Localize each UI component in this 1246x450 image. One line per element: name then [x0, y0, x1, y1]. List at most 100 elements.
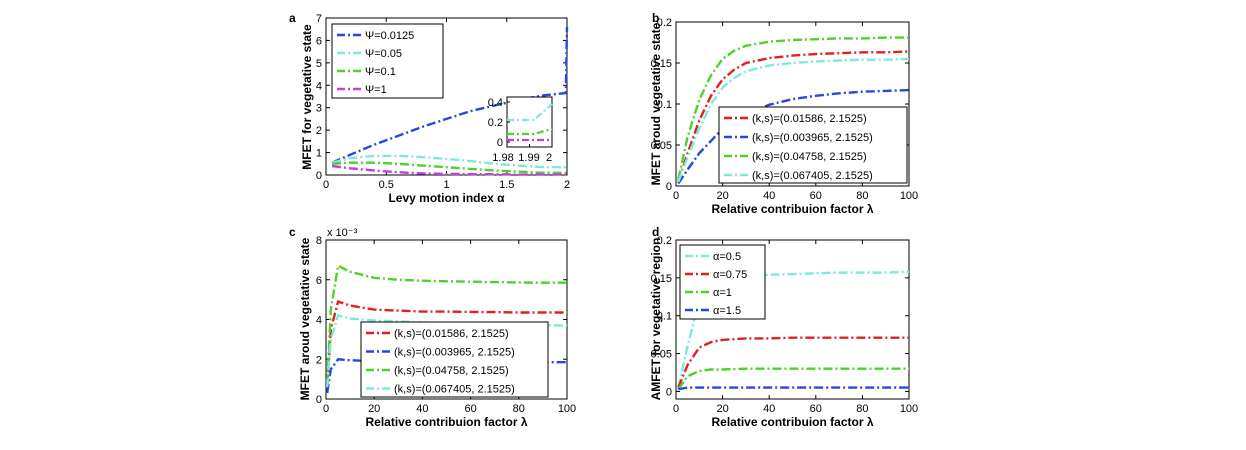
y-tick-label: 6	[316, 275, 322, 287]
y-axis-label: MFET aroud vegetative state	[649, 22, 663, 185]
inset-y-tick-label: 0.2	[488, 117, 503, 129]
legend: (k,s)=(0.01586, 2.1525) (k,s)=(0.003965, …	[360, 321, 549, 398]
y-tick-label: 0.1	[657, 311, 672, 323]
chart-panel-b: 0 20 40 60 80 100 0 0.05 0.1 0.15 0.2 (k,s)=(0.0158…	[649, 11, 918, 216]
x-tick-label: 40	[763, 190, 775, 202]
panel-label: a	[289, 11, 296, 25]
x-tick-label: 100	[900, 190, 918, 202]
legend-box	[331, 23, 444, 99]
series-line-1	[326, 300, 567, 390]
x-tick-label: 0	[673, 190, 679, 202]
y-tick-label: 0.2	[657, 17, 672, 29]
legend-entry-4: Ψ=1	[365, 84, 387, 96]
x-tick-label: 40	[763, 403, 775, 415]
series-line-1	[677, 50, 910, 183]
series-line-4	[678, 386, 909, 391]
legend-entry-2: Ψ=0.05	[365, 48, 402, 60]
y-tick-label: 0.15	[651, 58, 672, 70]
chart-panel-c: 0 20 40 60 80 100 0 2 4 6 8 x 10⁻³ (k,s)=(0.01586, 2…	[289, 225, 576, 429]
legend-entry-1: α=0.5	[713, 251, 741, 263]
x-tick-label: 60	[810, 403, 822, 415]
legend: (k,s)=(0.01586, 2.1525) (k,s)=(0.003965, …	[718, 106, 908, 184]
x-tick-label: 0	[323, 179, 329, 191]
y-tick-label: 3	[316, 103, 322, 115]
x-axis-label: Relative contribuion factor λ	[711, 415, 873, 429]
legend-box	[718, 106, 908, 184]
series-line-3	[326, 264, 567, 384]
y-tick-label: 2	[316, 125, 322, 137]
legend-entry-3: (k,s)=(0.04758, 2.1525)	[394, 365, 509, 377]
y-tick-label: 0.15	[651, 273, 672, 285]
series-line-3	[677, 367, 909, 390]
series-line-3	[331, 161, 567, 175]
x-tick-label: 0	[673, 403, 679, 415]
y-scale-label: x 10⁻³	[327, 227, 358, 239]
legend-entry-3: α=1	[713, 287, 732, 299]
legend-box	[679, 244, 766, 320]
legend-entry-3: (k,s)=(0.04758, 2.1525)	[752, 151, 867, 163]
inset-y-tick-label: 0.4	[488, 97, 503, 109]
y-tick-label: 0	[666, 181, 672, 193]
x-tick-label: 80	[856, 190, 868, 202]
x-tick-label: 100	[558, 403, 576, 415]
y-tick-label: 0.1	[657, 99, 672, 111]
x-axis-label: Relative contribuion factor λ	[365, 415, 527, 429]
y-axis-label: AMFET for vegetative region	[649, 238, 663, 401]
series-line-4	[677, 57, 910, 183]
series-line-4	[331, 164, 567, 176]
inset-y-tick-label: 0	[497, 137, 503, 149]
y-axis-label: MFET aroud vegetative state	[298, 237, 312, 400]
inset-series-line-1	[507, 103, 553, 122]
x-axis-label: Relative contribuion factor λ	[711, 202, 873, 216]
x-tick-label: 20	[716, 190, 728, 202]
x-tick-label: 40	[416, 403, 428, 415]
y-tick-label: 0.05	[651, 140, 672, 152]
y-tick-label: 4	[316, 315, 322, 327]
x-tick-label: 20	[716, 403, 728, 415]
y-tick-label: 5	[316, 58, 322, 70]
chart-panel-d: 0 20 40 60 80 100 0 0.05 0.1 0.15 0.2 α=0.5 α=0.75 α=…	[649, 225, 918, 429]
legend-entry-1: Ψ=0.0125	[365, 30, 414, 42]
inset-x-tick-label: 1.99	[518, 152, 539, 164]
legend: Ψ=0.0125 Ψ=0.05 Ψ=0.1 Ψ=1	[331, 23, 444, 99]
legend-entry-1: (k,s)=(0.01586, 2.1525)	[752, 113, 867, 125]
x-axis-label: Levy motion index α	[388, 191, 505, 205]
x-tick-label: 1.5	[499, 179, 514, 191]
x-tick-label: 60	[810, 190, 822, 202]
inset-frame	[506, 96, 553, 148]
x-tick-label: 20	[368, 403, 380, 415]
y-tick-label: 0.05	[651, 349, 672, 361]
inset-plot: 0 0.2 0.4 1.98 1.99 2	[488, 96, 553, 164]
panel-label: c	[289, 225, 296, 239]
y-tick-label: 0.2	[657, 235, 672, 247]
x-tick-label: 1	[443, 179, 449, 191]
x-tick-label: 80	[856, 403, 868, 415]
panel-label: d	[652, 225, 659, 239]
legend-entry-4: (k,s)=(0.067405, 2.1525)	[394, 384, 515, 396]
series-line-2	[677, 336, 909, 389]
y-tick-label: 6	[316, 35, 322, 47]
y-tick-label: 7	[316, 13, 322, 25]
panel-label: b	[652, 11, 659, 25]
inset-x-tick-label: 2	[546, 152, 552, 164]
y-tick-label: 2	[316, 354, 322, 366]
x-tick-label: 100	[900, 403, 918, 415]
y-tick-label: 0	[666, 386, 672, 398]
series-line-2	[331, 154, 567, 169]
y-tick-label: 0	[316, 170, 322, 182]
inset-x-tick-label: 1.98	[492, 152, 513, 164]
x-tick-label: 0	[323, 403, 329, 415]
legend-entry-2: α=0.75	[713, 269, 747, 281]
legend-entry-3: Ψ=0.1	[365, 66, 396, 78]
legend-entry-1: (k,s)=(0.01586, 2.1525)	[394, 328, 509, 340]
x-tick-label: 80	[513, 403, 525, 415]
y-axis-label: MFET for vegetative state	[300, 24, 314, 170]
series-line-3	[677, 36, 909, 180]
legend-entry-2: (k,s)=(0.003965, 2.1525)	[394, 347, 515, 359]
y-tick-label: 1	[316, 148, 322, 160]
y-tick-label: 0	[316, 394, 322, 406]
legend-entry-4: (k,s)=(0.067405, 2.1525)	[752, 170, 873, 182]
x-tick-label: 2	[564, 179, 570, 191]
x-tick-label: 60	[464, 403, 476, 415]
